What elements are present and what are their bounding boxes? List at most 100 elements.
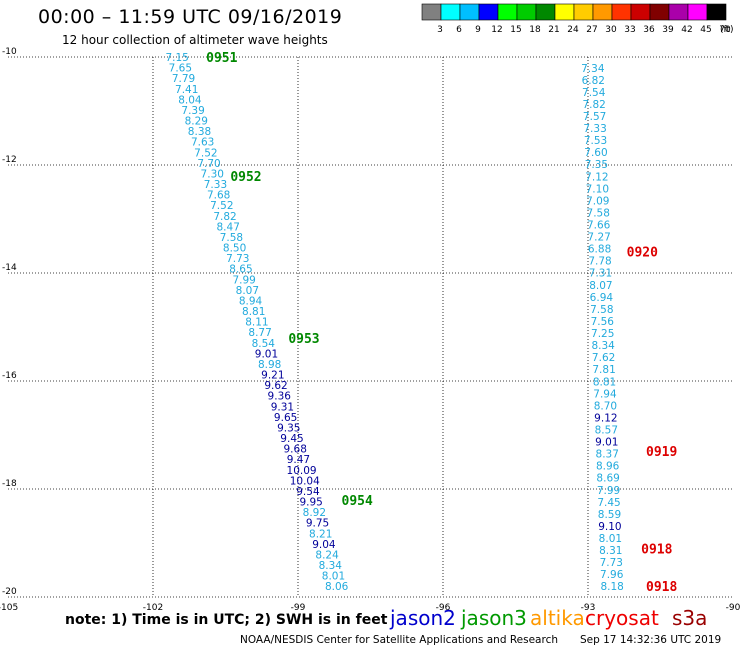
wave-height-value: 9.21 <box>261 370 284 382</box>
colorbar-label: 15 <box>510 25 521 35</box>
colorbar-label: 6 <box>456 25 462 35</box>
wave-height-value: 7.73 <box>226 253 249 265</box>
wave-height-value: 7.82 <box>582 99 605 111</box>
wave-height-value: 9.10 <box>598 521 621 533</box>
wave-height-value: 6.88 <box>588 244 611 256</box>
wave-height-value: 8.18 <box>600 581 623 593</box>
wave-height-value: 7.65 <box>169 63 192 75</box>
wave-height-value: 7.41 <box>175 84 198 96</box>
wave-height-value: 9.01 <box>595 437 618 449</box>
wave-height-value: 7.31 <box>589 268 612 280</box>
wave-height-value: 7.30 <box>201 168 224 180</box>
wave-height-value: 9.65 <box>274 412 297 424</box>
wave-height-value: 7.99 <box>232 274 255 286</box>
satellite-legend-altika: altika <box>530 606 585 630</box>
wave-height-value: 8.29 <box>185 116 208 128</box>
wave-height-value: 9.36 <box>268 391 292 403</box>
satellite-legend-s3a: s3a <box>672 606 708 630</box>
colorbar-label: 18 <box>529 25 541 35</box>
wave-height-value: 8.37 <box>596 449 619 461</box>
wave-height-value: 9.62 <box>264 380 287 392</box>
x-tick-label: -90 <box>726 603 740 613</box>
wave-height-value: 7.73 <box>600 557 623 569</box>
wave-height-value: 9.12 <box>594 412 617 424</box>
wave-height-value: 7.52 <box>210 200 233 212</box>
wave-height-value: 7.35 <box>585 159 608 171</box>
pass-time-label: 0919 <box>646 445 677 460</box>
wave-height-value: 7.57 <box>583 111 606 123</box>
y-tick-label: -14 <box>2 263 17 273</box>
wave-height-value: 8.54 <box>252 338 276 350</box>
wave-height-value: 7.54 <box>582 87 606 99</box>
wave-height-value: 8.77 <box>248 327 271 339</box>
wave-height-value: 7.58 <box>220 232 243 244</box>
chart-title: 00:00 – 11:59 UTC 09/16/2019 <box>38 6 343 28</box>
y-tick-label: -10 <box>2 47 17 57</box>
x-tick-label: -99 <box>291 603 306 613</box>
wave-height-value: 8.21 <box>309 528 332 540</box>
wave-height-value: 8.04 <box>178 94 202 106</box>
colorbar-label: 39 <box>662 25 674 35</box>
footer-timestamp: Sep 17 14:32:36 UTC 2019 <box>580 634 722 646</box>
wave-height-value: 9.45 <box>280 433 303 445</box>
pass-time-label: 0951 <box>206 51 237 66</box>
colorbar-label: 33 <box>624 25 635 35</box>
colorbar-label: 70 <box>719 25 731 35</box>
x-tick-label: -93 <box>581 603 596 613</box>
wave-height-value: 7.53 <box>584 135 607 147</box>
pass-time-label: 0953 <box>288 332 319 347</box>
colorbar-label: 21 <box>548 25 559 35</box>
wave-height-value: 8.47 <box>217 221 240 233</box>
wave-height-value: 6.94 <box>590 292 614 304</box>
wave-height-value: 7.96 <box>600 569 624 581</box>
wave-height-value: 7.63 <box>191 137 214 149</box>
wave-height-value: 9.54 <box>296 486 320 498</box>
pass-time-label: 0952 <box>230 170 261 185</box>
chart-subtitle: 12 hour collection of altimeter wave hei… <box>62 33 328 47</box>
wave-height-value: 8.01 <box>599 533 622 545</box>
wave-height-value: 9.47 <box>287 454 310 466</box>
satellite-legend-jason3: jason3 <box>461 606 527 630</box>
wave-height-value: 8.69 <box>596 473 619 485</box>
wave-height-value: 7.34 <box>581 63 605 75</box>
wave-height-value: 8.92 <box>303 507 326 519</box>
wave-height-value: 7.78 <box>588 256 611 268</box>
colorbar-label: 45 <box>700 25 711 35</box>
footer-credit: NOAA/NESDIS Center for Satellite Applica… <box>240 634 558 646</box>
wave-height-value: 7.82 <box>213 211 236 223</box>
pass-time-label: 0918 <box>641 542 672 557</box>
satellite-legend-jason2: jason2 <box>390 606 456 630</box>
wave-height-value: 8.07 <box>236 285 259 297</box>
wave-height-value: 7.68 <box>207 190 230 202</box>
wave-height-value: 8.38 <box>188 126 211 138</box>
wave-height-value: 8.34 <box>591 340 615 352</box>
wave-height-value: 7.60 <box>584 147 607 159</box>
wave-height-value: 8.81 <box>593 376 616 388</box>
wave-height-value: 7.15 <box>165 52 188 64</box>
wave-height-value: 9.04 <box>312 539 336 551</box>
wave-height-value: 7.81 <box>592 364 615 376</box>
wave-height-value: 10.04 <box>290 475 320 487</box>
wave-height-value: 7.99 <box>597 485 620 497</box>
wave-height-value: 8.70 <box>594 400 617 412</box>
wave-height-value: 7.25 <box>591 328 614 340</box>
wave-height-value: 9.95 <box>299 497 322 509</box>
colorbar-label: 42 <box>681 25 692 35</box>
wave-height-value: 8.98 <box>258 359 281 371</box>
wave-height-value: 8.81 <box>242 306 265 318</box>
y-tick-label: -12 <box>2 155 17 165</box>
wave-height-value: 7.79 <box>172 73 195 85</box>
wave-height-value: 9.68 <box>284 444 307 456</box>
colorbar-unit: (ft) <box>720 25 734 35</box>
wave-height-value: 7.27 <box>587 232 610 244</box>
wave-height-value: 10.09 <box>287 465 317 477</box>
colorbar-label: 3 <box>437 25 443 35</box>
wave-height-value: 8.31 <box>599 545 622 557</box>
x-tick-label: -105 <box>0 603 18 613</box>
colorbar-label: 9 <box>475 25 481 35</box>
wave-height-value: 9.75 <box>306 518 329 530</box>
wave-height-value: 8.96 <box>596 461 620 473</box>
wave-height-value: 9.35 <box>277 422 300 434</box>
wave-height-value: 7.39 <box>181 105 204 117</box>
